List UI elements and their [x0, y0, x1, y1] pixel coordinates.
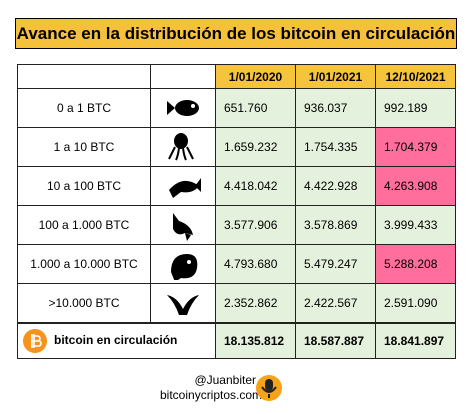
title: Avance en la distribución de los bitcoin… — [15, 18, 457, 49]
value-cell: 4.263.908 — [375, 166, 456, 206]
row: 1/01/2020 1/01/2021 12/10/2021 — [17, 64, 456, 89]
row: 10 a 100 BTC 4.418.042 4.422.928 4.263.908 — [17, 166, 456, 206]
header-cell — [17, 64, 151, 89]
value-cell: 2.352.862 — [215, 283, 296, 324]
value-cell: 2.591.090 — [375, 283, 456, 324]
value-cell: 3.999.433 — [375, 205, 456, 245]
icon — [169, 178, 201, 198]
mic-icon — [256, 375, 282, 401]
icon — [171, 254, 198, 282]
row: 1 a 10 BTC 1.659.232 1.754.335 1.704.379 — [17, 127, 456, 167]
header-cell — [150, 64, 216, 89]
row-label: 1 a 10 BTC — [17, 127, 151, 167]
icon-cell — [150, 88, 216, 128]
row: 1.000 a 10.000 BTC 4.793.680 5.479.247 5.28… — [17, 244, 456, 284]
icon-cell — [150, 127, 216, 167]
icon — [167, 100, 199, 116]
total-label: bitcoin en circulación — [54, 333, 178, 348]
value-cell: 4.422.928 — [295, 166, 376, 206]
column-header: 1/01/2020 — [215, 64, 296, 89]
row: bitcoin en circulación 18.135.812 18.587.8… — [17, 322, 456, 359]
total-value: 18.587.887 — [295, 322, 376, 359]
handle: @Juanbiter — [194, 373, 256, 387]
value-cell: 1.659.232 — [215, 127, 296, 167]
value-cell: 651.760 — [215, 88, 296, 128]
icon-cell — [150, 205, 216, 245]
column-header: 1/01/2021 — [295, 64, 376, 89]
value-cell: 5.288.208 — [375, 244, 456, 284]
column-header: 12/10/2021 — [375, 64, 456, 89]
icon-cell — [150, 283, 216, 324]
row-label: 100 a 1.000 BTC — [17, 205, 151, 245]
row: >10.000 BTC 2.352.862 2.422.567 2.591.090 — [17, 283, 456, 324]
value-cell: 4.418.042 — [215, 166, 296, 206]
value-cell: 992.189 — [375, 88, 456, 128]
icon — [168, 133, 194, 161]
icon — [173, 213, 193, 241]
total-value: 18.841.897 — [375, 322, 456, 359]
value-cell: 2.422.567 — [295, 283, 376, 324]
icon-cell — [150, 244, 216, 284]
value-cell: 1.754.335 — [295, 127, 376, 167]
row-label: 10 a 100 BTC — [17, 166, 151, 206]
total-label-cell: bitcoin en circulación — [17, 322, 216, 359]
row: 100 a 1.000 BTC 3.577.906 3.578.869 3.999.4… — [17, 205, 456, 245]
row-label: >10.000 BTC — [17, 283, 151, 324]
table: 1/01/2020 1/01/2021 12/10/2021 0 a 1 BTC 651… — [17, 64, 456, 359]
footer: @Juanbiter bitcoinycriptos.com — [160, 373, 263, 403]
total-value: 18.135.812 — [215, 322, 296, 359]
value-cell: 3.577.906 — [215, 205, 296, 245]
row-label: 0 a 1 BTC — [17, 88, 151, 128]
value-cell: 3.578.869 — [295, 205, 376, 245]
icon-cell — [150, 166, 216, 206]
row-label: 1.000 a 10.000 BTC — [17, 244, 151, 284]
icon — [167, 295, 199, 315]
value-cell: 1.704.379 — [375, 127, 456, 167]
site: bitcoinycriptos.com — [160, 388, 263, 402]
value-cell: 936.037 — [295, 88, 376, 128]
value-cell: 4.793.680 — [215, 244, 296, 284]
value-cell: 5.479.247 — [295, 244, 376, 284]
bitcoin-icon — [23, 329, 47, 353]
row: 0 a 1 BTC 651.760 936.037 992.189 — [17, 88, 456, 128]
